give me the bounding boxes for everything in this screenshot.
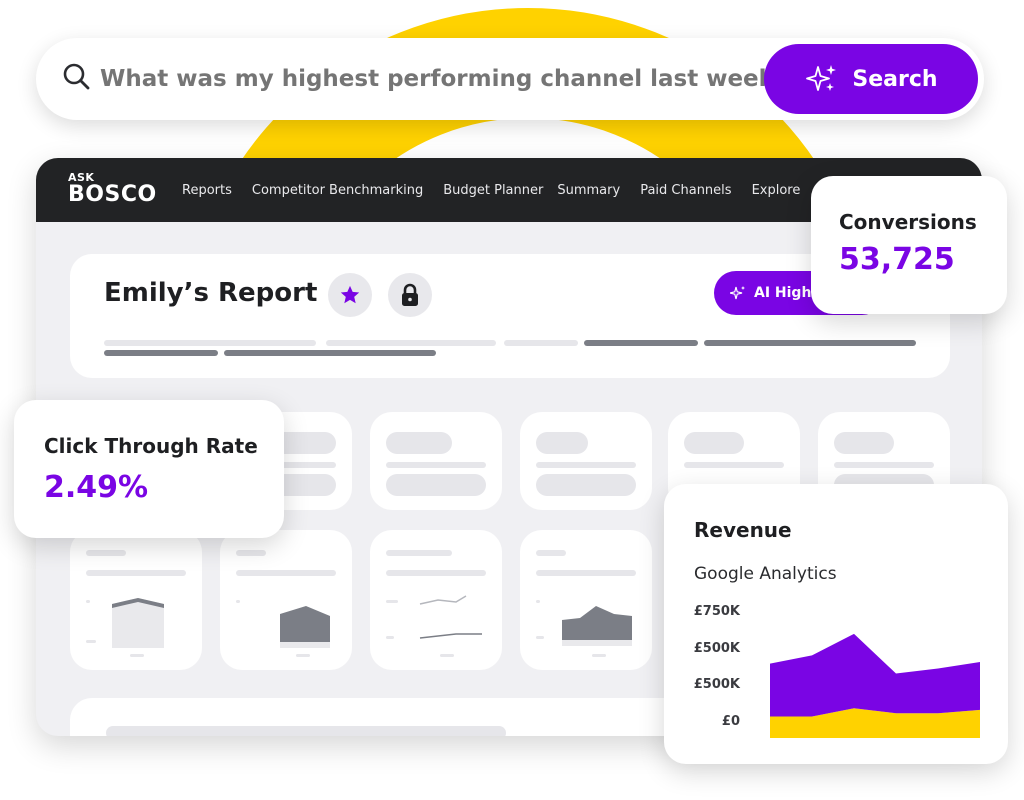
mini-chart-tile bbox=[520, 530, 652, 670]
placeholder-pill bbox=[536, 432, 588, 454]
conversions-value: 53,725 bbox=[839, 242, 955, 277]
placeholder-pill bbox=[386, 474, 486, 496]
lock-icon bbox=[402, 283, 418, 306]
mini-chart-tile bbox=[70, 530, 202, 670]
nav-item-reports[interactable]: Reports bbox=[182, 182, 232, 198]
placeholder-line bbox=[684, 462, 784, 468]
logo-text-main: BOSCO bbox=[68, 182, 157, 207]
placeholder-line bbox=[86, 570, 186, 576]
placeholder-bar bbox=[224, 350, 436, 356]
mini-line-chart bbox=[386, 595, 482, 657]
y-tick-label: £0 bbox=[721, 714, 740, 729]
placeholder-line bbox=[386, 550, 452, 556]
nav-item-paid-channels[interactable]: Paid Channels bbox=[640, 182, 732, 198]
placeholder-line bbox=[386, 462, 486, 468]
nav-item-competitor-benchmarking[interactable]: Competitor Benchmarking bbox=[251, 182, 424, 198]
placeholder-line bbox=[536, 462, 636, 468]
askbosco-logo[interactable]: ASK BOSCO bbox=[68, 172, 157, 206]
favourite-button[interactable] bbox=[328, 273, 372, 317]
placeholder-bar bbox=[104, 350, 218, 356]
sparkle-icon bbox=[730, 286, 745, 300]
report-header-panel: Emily’s Report AI Highlights bbox=[70, 254, 950, 378]
placeholder-line bbox=[536, 570, 636, 576]
search-button[interactable]: Search bbox=[764, 44, 978, 114]
placeholder-pill bbox=[536, 474, 636, 496]
placeholder-line bbox=[236, 550, 266, 556]
search-icon bbox=[63, 63, 90, 90]
metric-tile bbox=[520, 412, 652, 510]
placeholder-pill bbox=[684, 432, 744, 454]
revenue-subtitle: Google Analytics bbox=[694, 564, 837, 584]
search-input[interactable] bbox=[100, 60, 780, 98]
placeholder-pill bbox=[106, 726, 506, 736]
placeholder-line bbox=[834, 462, 934, 468]
main-nav: Reports Competitor Benchmarking Budget P… bbox=[182, 158, 800, 222]
placeholder-line bbox=[86, 550, 126, 556]
revenue-card: Revenue Google Analytics £750K £500K £50… bbox=[664, 484, 1008, 764]
mini-area-chart bbox=[536, 600, 632, 657]
placeholder-line bbox=[236, 570, 336, 576]
conversions-label: Conversions bbox=[839, 210, 977, 234]
report-title: Emily’s Report bbox=[104, 278, 318, 308]
search-bar: Search bbox=[36, 38, 984, 120]
placeholder-line bbox=[386, 570, 486, 576]
lock-button[interactable] bbox=[388, 273, 432, 317]
placeholder-bar bbox=[584, 340, 698, 346]
sparkle-icon bbox=[806, 65, 837, 91]
click-through-rate-card: Click Through Rate 2.49% bbox=[14, 400, 284, 538]
placeholder-line bbox=[536, 550, 566, 556]
ctr-label: Click Through Rate bbox=[44, 434, 258, 458]
star-icon bbox=[340, 285, 360, 304]
conversions-card: Conversions 53,725 bbox=[811, 176, 1007, 314]
placeholder-line bbox=[246, 462, 336, 468]
placeholder-bar bbox=[704, 340, 916, 346]
metric-tile bbox=[370, 412, 502, 510]
mini-area-chart bbox=[236, 600, 330, 657]
placeholder-pill bbox=[834, 432, 894, 454]
y-tick-label: £500K bbox=[693, 677, 740, 692]
revenue-area-chart bbox=[770, 633, 980, 738]
mini-chart-tile bbox=[220, 530, 352, 670]
ctr-value: 2.49% bbox=[44, 470, 149, 505]
revenue-series-area-0 bbox=[770, 708, 980, 738]
revenue-series-area-1 bbox=[770, 633, 980, 717]
search-button-label: Search bbox=[852, 66, 938, 92]
placeholder-pill bbox=[386, 432, 452, 454]
y-tick-label: £750K bbox=[693, 604, 740, 619]
placeholder-bar bbox=[104, 340, 316, 346]
nav-item-budget-planner[interactable]: Budget Planner bbox=[443, 182, 544, 198]
mini-area-chart bbox=[86, 598, 164, 657]
logo-text-top: ASK bbox=[68, 171, 95, 184]
revenue-label: Revenue bbox=[694, 518, 792, 542]
placeholder-bar bbox=[504, 340, 578, 346]
placeholder-bar bbox=[326, 340, 496, 346]
nav-item-summary[interactable]: Summary bbox=[557, 182, 621, 198]
mini-chart-tile bbox=[370, 530, 502, 670]
nav-item-explore[interactable]: Explore bbox=[751, 182, 801, 198]
y-tick-label: £500K bbox=[693, 641, 740, 656]
